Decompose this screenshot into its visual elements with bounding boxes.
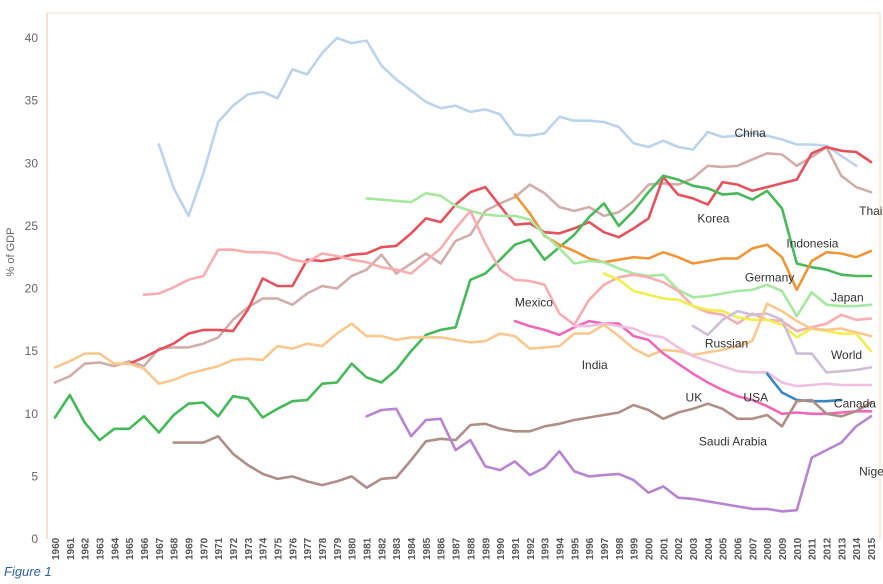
x-tick-label: 2003 xyxy=(689,537,700,560)
x-tick-label: 1995 xyxy=(570,537,581,560)
x-tick-label: 1989 xyxy=(481,537,492,560)
x-tick-label: 2002 xyxy=(674,537,685,560)
x-tick-label: 2014 xyxy=(852,537,863,560)
annotation-thailand: Thailand xyxy=(859,204,883,218)
x-tick-label: 1982 xyxy=(377,537,388,560)
y-tick-label: 0 xyxy=(31,532,38,546)
x-tick-label: 1963 xyxy=(96,537,107,560)
y-tick-label: 15 xyxy=(25,344,39,358)
x-tick-label: 2013 xyxy=(837,537,848,560)
x-tick-label: 1974 xyxy=(259,537,270,560)
x-tick-label: 1986 xyxy=(437,537,448,560)
y-tick-label: 25 xyxy=(25,219,39,233)
x-tick-label: 1996 xyxy=(585,537,596,560)
x-tick-label: 1978 xyxy=(318,537,329,560)
x-tick-label: 1965 xyxy=(125,537,136,560)
x-tick-label: 2008 xyxy=(763,537,774,560)
annotation-korea: Korea xyxy=(697,211,729,225)
x-tick-label: 1967 xyxy=(155,537,166,560)
x-tick-label: 1987 xyxy=(452,537,463,560)
series-line-russian xyxy=(691,309,873,374)
annotation-mexico: Mexico xyxy=(515,295,553,309)
x-tick-label: 1998 xyxy=(615,537,626,560)
annotation-indonesia: Indonesia xyxy=(786,236,838,250)
annotation-china: China xyxy=(735,126,767,140)
y-axis-ticks: 0 5 10 15 20 25 30 35 40 xyxy=(25,31,39,546)
y-tick-label: 5 xyxy=(31,469,38,483)
y-tick-label: 10 xyxy=(25,407,39,421)
annotation-world: World xyxy=(831,348,862,362)
x-tick-label: 1970 xyxy=(199,537,210,560)
x-tick-label: 1992 xyxy=(526,537,537,560)
x-tick-label: 1985 xyxy=(422,537,433,560)
x-tick-label: 2000 xyxy=(644,537,655,560)
annotation-canada: Canada xyxy=(834,397,876,411)
x-tick-label: 1988 xyxy=(466,537,477,560)
y-tick-label: 30 xyxy=(25,156,39,170)
x-axis-ticks: 1960 1961 1962 1963 1964 1965 1966 1967 1968 1969… xyxy=(51,537,878,560)
series-line-china xyxy=(157,36,858,218)
x-tick-label: 1983 xyxy=(392,537,403,560)
series-line-india xyxy=(53,302,873,386)
x-tick-label: 1973 xyxy=(244,537,255,560)
series-lines xyxy=(53,36,873,513)
annotation-usa: USA xyxy=(743,390,768,404)
x-tick-label: 1994 xyxy=(555,537,566,560)
x-tick-label: 1962 xyxy=(81,537,92,560)
x-tick-label: 2015 xyxy=(867,537,878,560)
x-tick-label: 2005 xyxy=(719,537,730,560)
x-tick-label: 1966 xyxy=(140,537,151,560)
x-tick-label: 2009 xyxy=(778,537,789,560)
plot-area xyxy=(47,13,880,539)
x-tick-label: 2007 xyxy=(748,537,759,560)
x-tick-label: 1981 xyxy=(363,537,374,560)
figure-caption: Figure 1 xyxy=(4,564,52,579)
annotation-japan: Japan xyxy=(831,290,864,304)
y-tick-label: 35 xyxy=(25,94,39,108)
y-axis-label: % of GDP xyxy=(5,228,17,277)
annotation-uk: UK xyxy=(686,390,703,404)
annotation-germany: Germany xyxy=(745,270,794,284)
x-tick-label: 2001 xyxy=(659,537,670,560)
x-tick-label: 1993 xyxy=(541,537,552,560)
x-tick-label: 1984 xyxy=(407,537,418,560)
series-line-saudi-arabia xyxy=(172,398,873,490)
x-tick-label: 1969 xyxy=(185,537,196,560)
x-tick-label: 1971 xyxy=(214,537,225,560)
annotation-india: India xyxy=(582,358,608,372)
x-tick-label: 1999 xyxy=(630,537,641,560)
x-tick-label: 1961 xyxy=(66,537,77,560)
x-tick-label: 2010 xyxy=(793,537,804,560)
series-line-japan xyxy=(365,192,873,318)
x-tick-label: 1960 xyxy=(51,537,62,560)
x-tick-label: 1991 xyxy=(511,537,522,560)
x-tick-label: 2004 xyxy=(704,537,715,560)
x-tick-label: 2012 xyxy=(822,537,833,560)
x-tick-label: 1990 xyxy=(496,537,507,560)
annotation-saudi-arabia: Saudi Arabia xyxy=(699,434,767,448)
y-tick-label: 20 xyxy=(25,282,39,296)
x-tick-label: 1997 xyxy=(600,537,611,560)
x-tick-label: 1976 xyxy=(288,537,299,560)
x-tick-label: 1964 xyxy=(110,537,121,560)
series-line-indonesia xyxy=(53,174,873,442)
annotation-russian: Russian xyxy=(705,337,748,351)
x-tick-label: 1977 xyxy=(303,537,314,560)
x-tick-label: 1979 xyxy=(333,537,344,560)
annotation-nigeria: Nigeria xyxy=(859,464,883,478)
series-line-korea xyxy=(127,145,873,366)
series-annotations: China Thailand Korea Indonesia Germany Japan M… xyxy=(515,126,883,478)
x-tick-label: 1968 xyxy=(170,537,181,560)
x-tick-label: 1980 xyxy=(348,537,359,560)
series-line-thailand xyxy=(53,145,873,384)
series-line-nigeria xyxy=(365,407,873,513)
x-tick-label: 2011 xyxy=(808,538,819,560)
series-line-usa xyxy=(572,322,873,388)
x-tick-label: 1972 xyxy=(229,537,240,560)
series-line-germany xyxy=(513,193,873,292)
x-tick-label: 2006 xyxy=(733,537,744,560)
x-tick-label: 1975 xyxy=(274,537,285,560)
y-tick-label: 40 xyxy=(25,31,39,45)
